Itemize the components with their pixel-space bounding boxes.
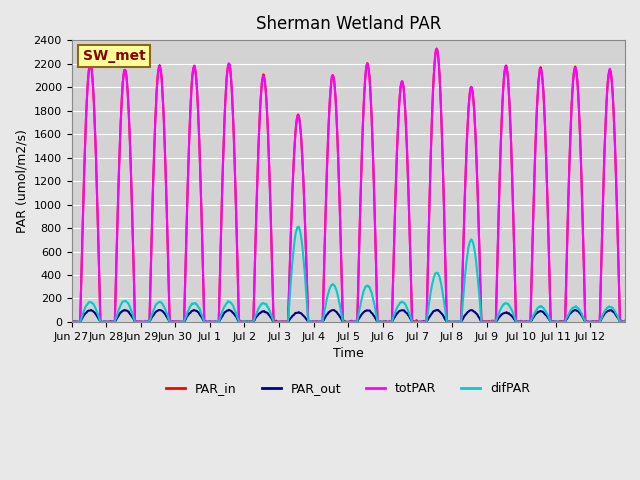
totPAR [68,319,76,324]
difPAR [68,318,76,324]
PAR_out [68,319,76,325]
totPAR [621,319,629,324]
PAR_out [436,309,444,315]
totPAR [262,97,270,103]
PAR_out [283,319,291,325]
PAR_in [406,240,414,246]
difPAR [235,319,243,324]
Line: PAR_out: PAR_out [72,310,625,322]
difPAR [407,315,415,321]
PAR_in [284,319,291,324]
totPAR [284,319,291,324]
Line: PAR_in: PAR_in [72,48,625,322]
PAR_out [132,319,140,325]
PAR_out [262,310,269,315]
totPAR [133,318,141,324]
difPAR [438,284,445,290]
totPAR [438,125,445,131]
totPAR [235,319,243,325]
PAR_in [433,46,440,51]
difPAR [294,224,302,229]
difPAR [621,319,629,324]
Text: SW_met: SW_met [83,49,145,63]
difPAR [262,301,270,307]
Legend: PAR_in, PAR_out, totPAR, difPAR: PAR_in, PAR_out, totPAR, difPAR [161,377,535,400]
PAR_in [133,319,141,324]
PAR_out [405,313,413,319]
PAR_in [68,319,76,325]
PAR_out [234,318,242,324]
totPAR [406,240,414,245]
Line: difPAR: difPAR [72,227,625,322]
totPAR [68,319,76,325]
PAR_in [621,318,629,324]
Title: Sherman Wetland PAR: Sherman Wetland PAR [255,15,441,33]
Y-axis label: PAR (umol/m2/s): PAR (umol/m2/s) [15,129,28,233]
X-axis label: Time: Time [333,347,364,360]
PAR_in [262,96,270,102]
difPAR [70,319,77,325]
PAR_in [235,319,243,325]
difPAR [284,319,291,325]
totPAR [433,46,440,51]
PAR_out [621,319,629,325]
Line: totPAR: totPAR [72,48,625,322]
PAR_in [68,319,76,324]
PAR_in [438,126,445,132]
difPAR [133,319,141,325]
PAR_out [572,307,579,312]
